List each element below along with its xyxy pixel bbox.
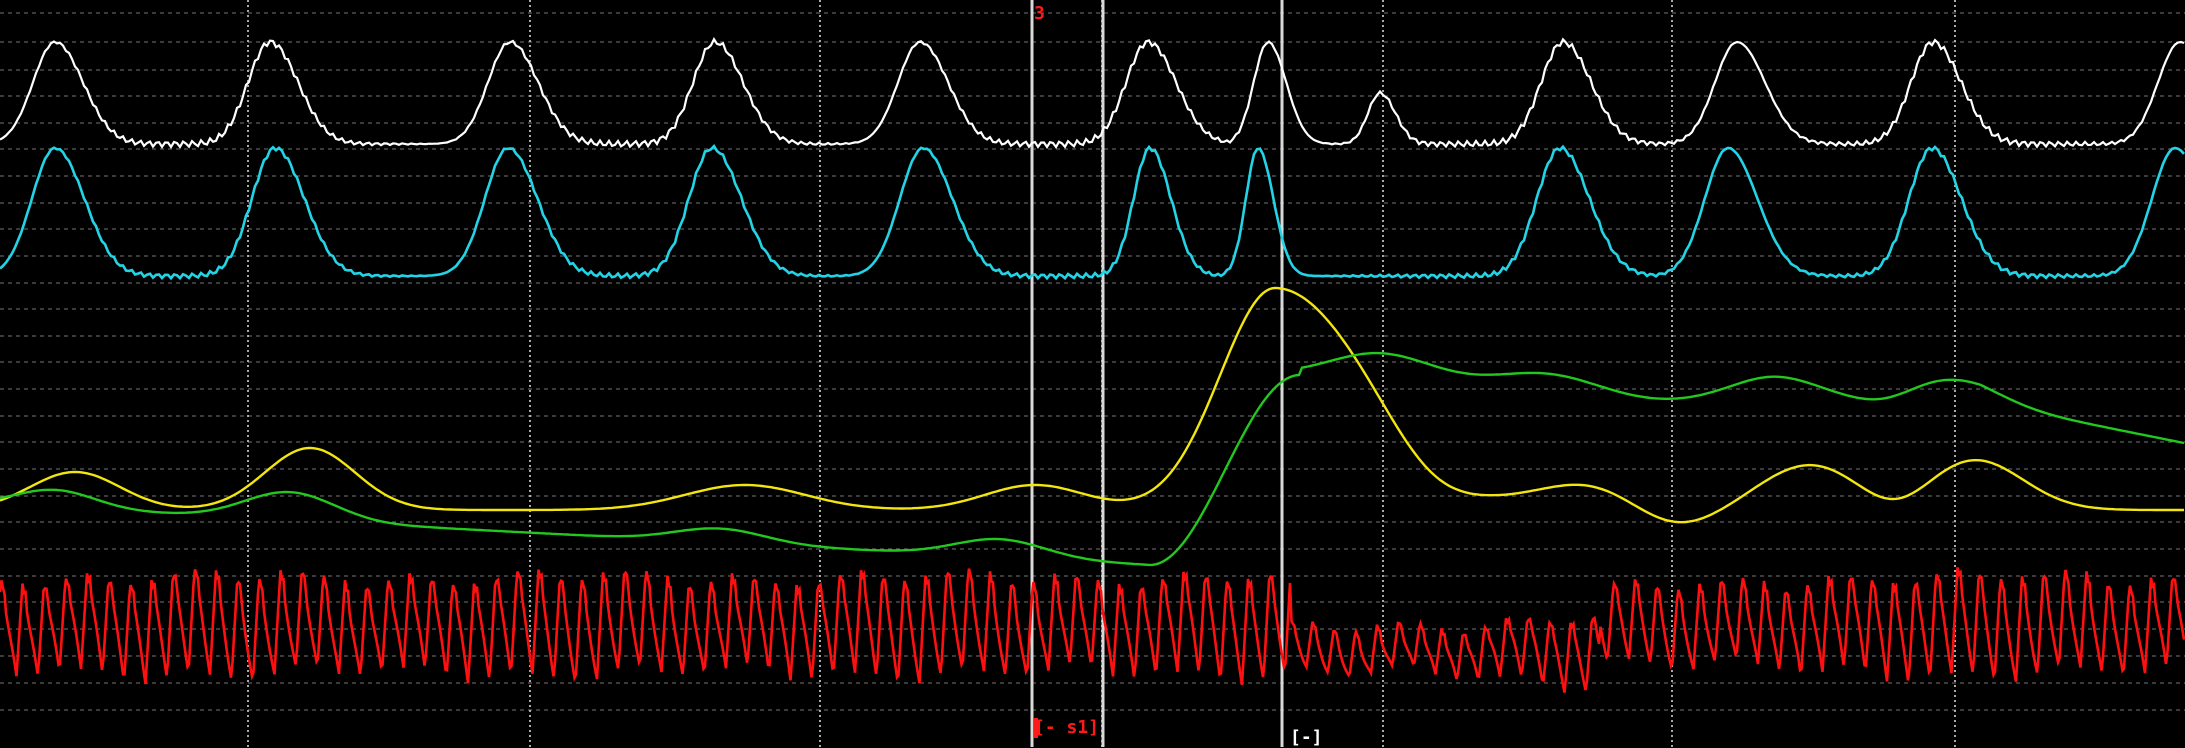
- cursor-lines: [1030, 0, 1284, 747]
- white-waveform-trace: [0, 36, 2185, 150]
- green-waveform-trace: [0, 351, 2185, 567]
- yellow-waveform-trace: [0, 286, 2184, 524]
- cyan-waveform-trace: [0, 143, 2185, 281]
- red-waveform-trace: [0, 567, 2185, 693]
- marker-label-bottom: [- s1]: [1034, 717, 1100, 738]
- marker-label-top: 3: [1034, 3, 1045, 24]
- event-marker-label: [-]: [1290, 727, 1323, 748]
- marker-bracket-left: [1034, 718, 1038, 738]
